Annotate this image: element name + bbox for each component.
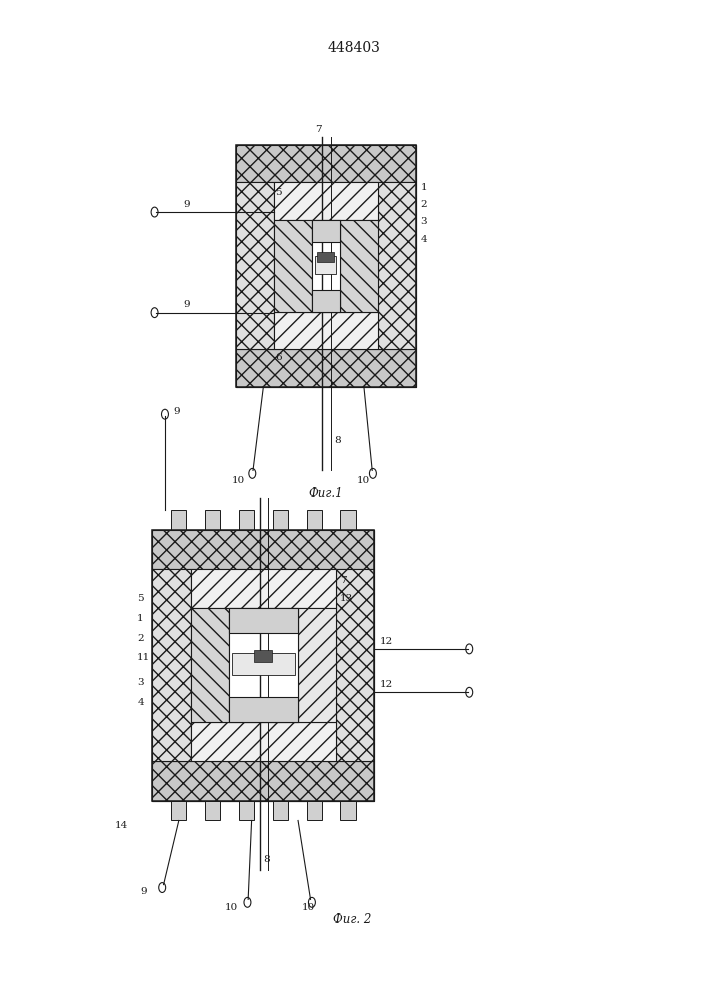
Text: Фиг.1: Фиг.1 (308, 487, 343, 500)
Text: 2: 2 (137, 634, 144, 643)
Text: 10: 10 (232, 476, 245, 485)
Bar (235, 145, 416, 387)
Bar (336, 569, 374, 761)
Text: 1: 1 (137, 614, 144, 623)
Bar (315, 256, 336, 274)
Bar (312, 290, 339, 312)
Bar (235, 145, 416, 182)
Text: 7: 7 (339, 576, 346, 585)
Bar (153, 761, 374, 801)
Text: 10: 10 (357, 476, 370, 485)
Bar (205, 510, 220, 530)
Bar (378, 182, 416, 349)
Text: 4: 4 (421, 235, 427, 244)
Text: 9: 9 (184, 300, 190, 309)
Text: 3: 3 (137, 678, 144, 687)
Bar (153, 569, 191, 761)
Bar (239, 510, 254, 530)
Text: 8: 8 (334, 436, 341, 445)
Bar (205, 801, 220, 820)
Bar (317, 252, 334, 262)
Text: 5: 5 (275, 188, 282, 197)
Bar (229, 697, 298, 722)
Bar (273, 510, 288, 530)
Text: 2: 2 (421, 200, 427, 209)
Bar (171, 510, 187, 530)
Bar (341, 510, 356, 530)
Text: 12: 12 (380, 680, 393, 689)
Text: 12: 12 (380, 637, 393, 646)
Bar (153, 530, 374, 569)
Text: 13: 13 (339, 594, 353, 603)
Bar (232, 653, 295, 675)
Bar (171, 801, 187, 820)
Text: 9: 9 (184, 200, 190, 209)
Bar (191, 569, 336, 608)
Bar (307, 801, 322, 820)
Bar (312, 220, 339, 312)
Text: 14: 14 (115, 821, 128, 830)
Bar (153, 530, 374, 801)
Bar (229, 608, 298, 633)
Bar (274, 220, 312, 312)
Text: 4: 4 (137, 698, 144, 707)
Bar (312, 220, 339, 242)
Bar (191, 608, 229, 722)
Text: 9: 9 (173, 407, 180, 416)
Text: 10: 10 (226, 903, 238, 912)
Bar (239, 801, 254, 820)
Text: 6: 6 (275, 353, 282, 362)
Bar (298, 608, 336, 722)
Text: 7: 7 (315, 125, 322, 134)
Bar (235, 145, 416, 387)
Bar (229, 608, 298, 722)
Bar (273, 801, 288, 820)
Bar (339, 220, 378, 312)
Text: 9: 9 (141, 887, 147, 896)
Bar (307, 510, 322, 530)
Text: Фиг. 2: Фиг. 2 (333, 913, 371, 926)
Bar (235, 349, 416, 387)
Text: 11: 11 (137, 653, 151, 662)
Bar (191, 722, 336, 761)
Text: 1: 1 (421, 183, 427, 192)
Bar (255, 650, 272, 662)
Text: 10: 10 (301, 903, 315, 912)
Text: 5: 5 (137, 594, 144, 603)
Text: 448403: 448403 (327, 41, 380, 55)
Bar (341, 801, 356, 820)
Bar (235, 182, 274, 349)
Bar (274, 312, 378, 349)
Text: 8: 8 (264, 855, 270, 864)
Bar (274, 182, 378, 220)
Text: 3: 3 (421, 217, 427, 226)
Bar (153, 530, 374, 801)
